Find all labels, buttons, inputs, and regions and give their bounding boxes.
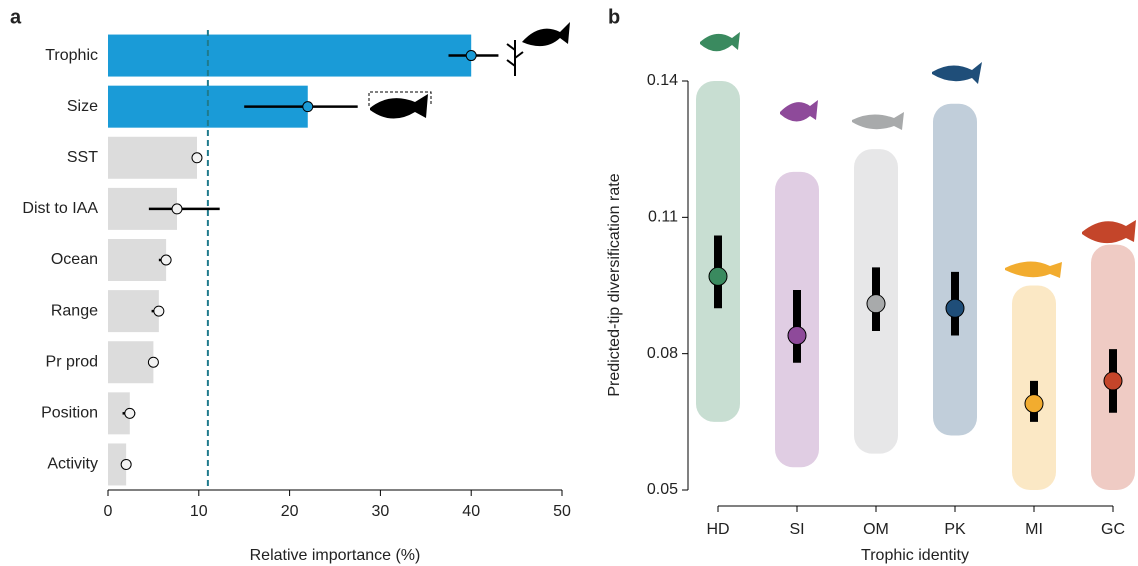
mean-point: [1024, 394, 1044, 414]
fish-icons: [368, 22, 1136, 278]
y-tick-label: Ocean: [51, 251, 98, 268]
point: [160, 254, 172, 266]
point: [153, 305, 165, 317]
x-tick-label: 0: [104, 503, 113, 520]
y-axis-label: Predicted-tip diversification rate: [606, 173, 623, 396]
bar: [108, 341, 154, 384]
point: [124, 407, 136, 419]
y-tick-label: Trophic: [45, 47, 98, 64]
point: [191, 152, 203, 164]
y-tick-label: 0.14: [647, 72, 678, 89]
y-tick-label: Activity: [47, 456, 98, 473]
panel-label: b: [608, 6, 620, 28]
bar: [108, 136, 197, 179]
y-tick-label: Size: [67, 98, 98, 115]
y-tick-label: Position: [41, 405, 98, 422]
y-tick-label: Range: [51, 302, 98, 319]
x-axis-label: Relative importance (%): [250, 547, 421, 564]
bar: [108, 443, 127, 486]
bar: [108, 34, 472, 77]
point: [120, 458, 132, 470]
x-tick-label: 20: [281, 503, 299, 520]
mean-point: [787, 325, 807, 345]
x-tick-label: 40: [462, 503, 480, 520]
panel-label: a: [10, 6, 22, 28]
mean-point: [1103, 371, 1123, 391]
x-tick-label: MI: [1025, 521, 1043, 538]
x-tick-label: 10: [190, 503, 208, 520]
y-tick-label: 0.08: [647, 345, 678, 362]
x-tick-label: 50: [553, 503, 571, 520]
x-tick-label: GC: [1101, 521, 1125, 538]
x-tick-label: SI: [789, 521, 804, 538]
x-tick-label: PK: [944, 521, 966, 538]
point: [465, 50, 477, 62]
mean-point: [708, 266, 728, 286]
x-tick-label: OM: [863, 521, 889, 538]
mean-point: [945, 298, 965, 318]
point: [147, 356, 159, 368]
y-tick-label: SST: [67, 149, 98, 166]
x-tick-label: 30: [372, 503, 390, 520]
bar: [108, 290, 159, 333]
x-axis-label: Trophic identity: [861, 547, 969, 564]
point: [302, 101, 314, 113]
y-tick-label: 0.05: [647, 481, 678, 498]
point: [171, 203, 183, 215]
bar: [108, 392, 130, 435]
point-cloud: [933, 103, 977, 436]
y-tick-label: 0.11: [648, 209, 678, 226]
bar: [108, 239, 167, 281]
mean-point: [866, 294, 886, 314]
x-tick-label: HD: [706, 521, 729, 538]
y-tick-label: Dist to IAA: [22, 200, 98, 217]
y-tick-label: Pr prod: [46, 353, 98, 370]
